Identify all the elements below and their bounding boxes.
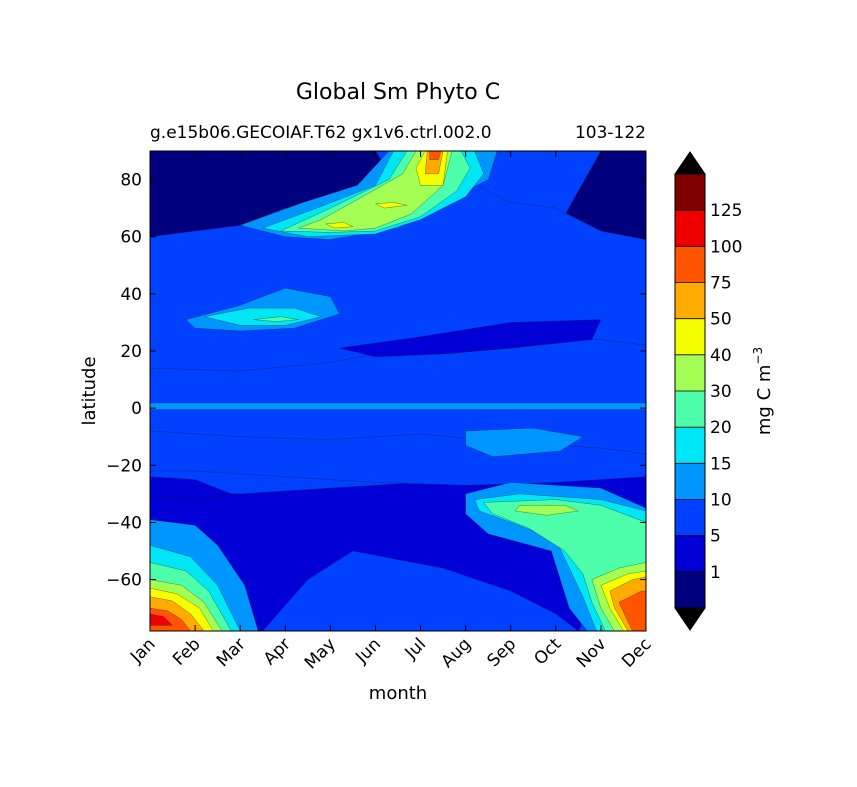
y-tick-label: 20 — [120, 342, 142, 362]
x-tick-label: Mar — [213, 634, 250, 671]
y-axis-label: latitude — [79, 356, 100, 425]
colorbar-tick-label: 40 — [710, 346, 732, 366]
y-tick-label: 80 — [120, 171, 142, 191]
x-tick-label: Apr — [260, 634, 295, 669]
colorbar-over-arrow — [674, 151, 706, 175]
colorbar-swatch — [675, 210, 705, 247]
colorbar-swatch — [675, 571, 705, 608]
x-tick-label: Oct — [530, 634, 565, 669]
colorbar-label-exponent: −3 — [751, 347, 765, 365]
colorbar-tick-label: 20 — [710, 418, 732, 438]
contour-region-north-summer-30-40 — [298, 151, 453, 232]
colorbar-tick-label: 50 — [710, 310, 732, 330]
y-tick-label: −40 — [106, 513, 142, 533]
contour-region-south-subtropical-gyre-summer — [262, 550, 579, 631]
contour-region-north-low-mid — [339, 319, 602, 357]
colorbar-swatch — [675, 318, 705, 355]
contour-region-winter-south-band — [150, 476, 233, 500]
colorbar-swatch — [675, 463, 705, 500]
y-tick-label: −20 — [106, 456, 142, 476]
contour-region-equatorial-strip — [150, 402, 646, 410]
colorbar-tick-label: 75 — [710, 274, 732, 294]
colorbar-under-arrow — [674, 607, 706, 631]
y-tick-label: 40 — [120, 285, 142, 305]
contour-region-north-summer-75-100 — [429, 151, 442, 160]
x-tick-label: Jul — [401, 634, 430, 663]
colorbar-swatch — [675, 354, 705, 391]
x-tick-label: Feb — [169, 634, 204, 669]
colorbar-tick-label: 30 — [710, 382, 732, 402]
x-tick-label: Aug — [438, 634, 476, 672]
chart-subtitle-left: g.e15b06.GECOIAF.T62 gx1v6.ctrl.002.0 — [150, 123, 492, 143]
x-tick-label: Jun — [351, 634, 385, 668]
colorbar-label-text: mg C m — [754, 365, 775, 436]
colorbar-swatch — [675, 427, 705, 464]
contour-region-south-dec-75-100 — [618, 590, 646, 631]
colorbar-tick-label: 100 — [710, 237, 742, 257]
colorbar-tick-label: 5 — [710, 527, 721, 547]
x-tick-label: Dec — [618, 634, 655, 671]
colorbar-tick-label: 10 — [710, 491, 732, 511]
colorbar-tick-label: 15 — [710, 454, 732, 474]
y-tick-label: −60 — [106, 571, 142, 591]
colorbar-label: mg C m−3 — [751, 347, 775, 435]
chart-title: Global Sm Phyto C — [296, 80, 500, 105]
contour-region-north-temperate-20-30 — [253, 316, 299, 322]
colorbar-tick-label: 125 — [710, 201, 742, 221]
x-axis-label: month — [369, 683, 427, 704]
contour-region-north-temperate-15-20 — [204, 307, 323, 326]
colorbar-swatch — [675, 535, 705, 572]
colorbar-tick-label: 1 — [710, 563, 721, 583]
plot-frame — [149, 150, 647, 632]
contour-region-south-patch-10-15 — [465, 427, 584, 457]
colorbar-swatch — [675, 282, 705, 319]
colorbar-swatch — [675, 391, 705, 428]
chart-subtitle-right: 103-122 — [575, 123, 646, 143]
contour-region-south-jan-100-125 — [150, 613, 174, 626]
contour-region-north-summer-40-50 — [324, 222, 354, 229]
contour-region-north-summer-40-50-b — [374, 202, 408, 209]
y-axis: 80 60 40 20 0 −20 −40 −60 — [106, 171, 646, 591]
x-tick-label: Sep — [483, 634, 520, 671]
x-tick-label: Jan — [126, 634, 159, 667]
x-tick-label: Nov — [573, 634, 611, 672]
y-tick-label: 0 — [131, 399, 142, 419]
colorbar-swatch — [675, 174, 705, 211]
colorbar-swatch — [675, 246, 705, 283]
y-tick-label: 60 — [120, 228, 142, 248]
contour-region-south-front-30-40 — [514, 505, 580, 516]
contour-regions — [150, 151, 646, 631]
colorbar-swatch — [675, 499, 705, 536]
x-tick-label: May — [301, 634, 340, 673]
